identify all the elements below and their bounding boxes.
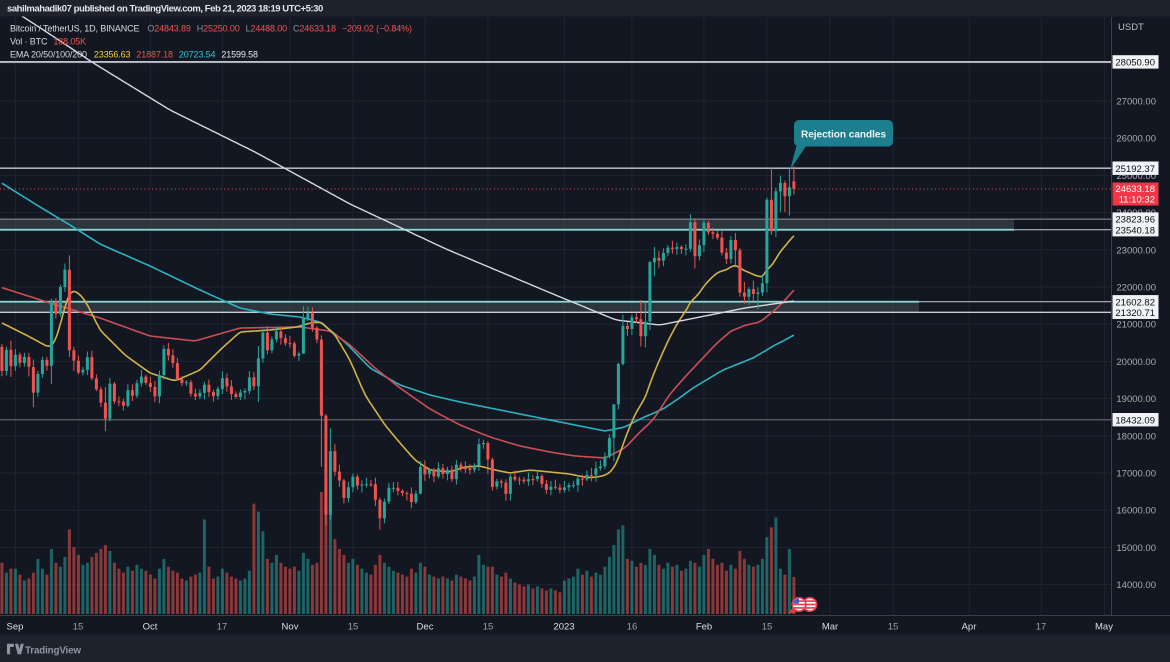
svg-text:Mar: Mar <box>822 622 838 633</box>
svg-text:18000.00: 18000.00 <box>1116 431 1156 442</box>
svg-text:26000.00: 26000.00 <box>1116 134 1156 145</box>
svg-text:Feb: Feb <box>696 622 712 633</box>
svg-text:20000.00: 20000.00 <box>1116 357 1156 368</box>
svg-text:22000.00: 22000.00 <box>1116 283 1156 294</box>
svg-text:Nov: Nov <box>282 622 299 633</box>
svg-text:Bitcoin / TetherUS, 1D, BINANC: Bitcoin / TetherUS, 1D, BINANCE O24843.89… <box>10 24 412 34</box>
svg-text:19000.00: 19000.00 <box>1116 394 1156 405</box>
svg-text:11:10:32: 11:10:32 <box>1119 195 1155 206</box>
svg-text:28050.90: 28050.90 <box>1115 58 1155 69</box>
svg-text:Sep: Sep <box>7 622 24 633</box>
svg-text:15: 15 <box>348 622 359 633</box>
svg-text:23000.00: 23000.00 <box>1116 245 1156 256</box>
svg-text:17: 17 <box>217 622 228 633</box>
svg-text:16000.00: 16000.00 <box>1116 506 1156 517</box>
svg-text:sahilmahadik07 published on Tr: sahilmahadik07 published on TradingView.… <box>7 4 323 15</box>
svg-text:15: 15 <box>73 622 84 633</box>
svg-text:21320.71: 21320.71 <box>1115 308 1155 319</box>
svg-text:23540.18: 23540.18 <box>1115 225 1155 236</box>
svg-text:Rejection candles: Rejection candles <box>801 130 886 141</box>
svg-text:21000.00: 21000.00 <box>1116 320 1156 331</box>
svg-text:2023: 2023 <box>553 622 574 633</box>
svg-text:24633.18: 24633.18 <box>1115 184 1155 195</box>
svg-text:21602.82: 21602.82 <box>1115 297 1155 308</box>
svg-text:25000.00: 25000.00 <box>1116 171 1156 182</box>
svg-text:27000.00: 27000.00 <box>1116 97 1156 108</box>
svg-text:Apr: Apr <box>962 622 977 633</box>
svg-text:23823.96: 23823.96 <box>1115 215 1155 226</box>
svg-text:15: 15 <box>762 622 773 633</box>
svg-text:15: 15 <box>888 622 899 633</box>
svg-text:15000.00: 15000.00 <box>1116 543 1156 554</box>
svg-text:17: 17 <box>1036 622 1047 633</box>
svg-text:25192.37: 25192.37 <box>1115 164 1155 175</box>
svg-text:Dec: Dec <box>417 622 434 633</box>
svg-text:15: 15 <box>483 622 494 633</box>
svg-text:USDT: USDT <box>1118 22 1144 33</box>
svg-text:May: May <box>1095 622 1113 633</box>
svg-text:16: 16 <box>627 622 638 633</box>
svg-text:14000.00: 14000.00 <box>1116 580 1156 591</box>
svg-text:17000.00: 17000.00 <box>1116 469 1156 480</box>
svg-text:TradingView: TradingView <box>25 645 81 656</box>
svg-text:18432.09: 18432.09 <box>1115 415 1155 426</box>
svg-text:Oct: Oct <box>143 622 158 633</box>
